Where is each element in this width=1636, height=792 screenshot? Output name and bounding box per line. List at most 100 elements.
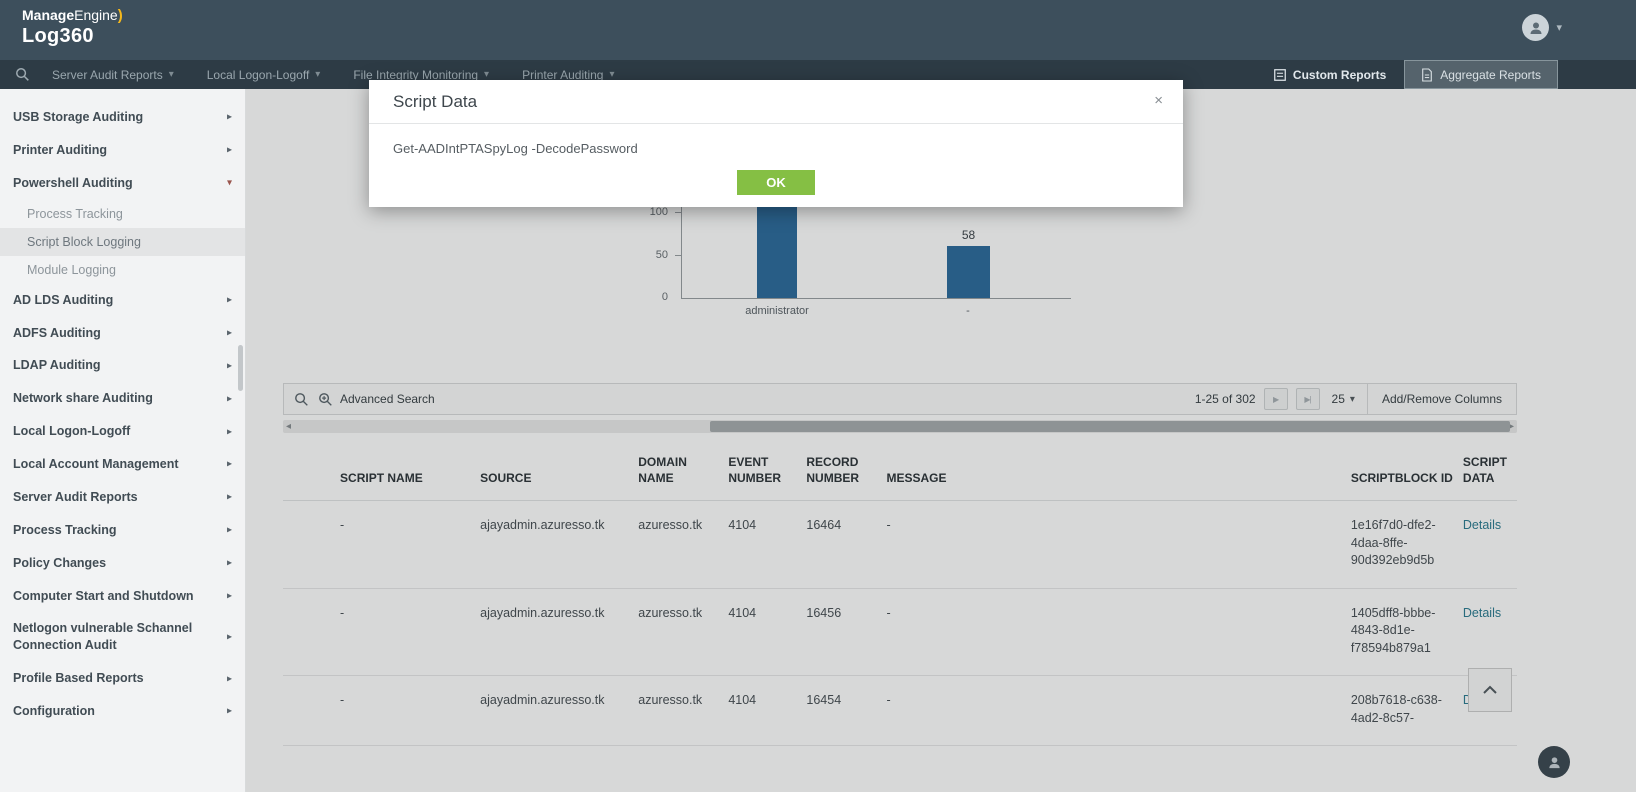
cell-event-number: 4104 [728,675,807,747]
search-icon[interactable] [294,392,309,407]
sidebar-item-label: Server Audit Reports [13,489,138,504]
chevron-right-icon: ▸ [226,294,232,306]
caret-down-icon: ▾ [609,69,615,80]
advanced-search-link[interactable]: Advanced Search [340,392,435,406]
chevron-right-icon: ▸ [226,360,232,372]
column-header-event-number[interactable]: EVENT NUMBER [728,443,807,502]
add-remove-columns-button[interactable]: Add/Remove Columns [1366,384,1516,414]
cell-source: ajayadmin.azuresso.tk [480,675,639,747]
chevron-up-icon [1483,685,1497,694]
table-row: - ajayadmin.azuresso.tk azuresso.tk 4104… [283,675,1517,747]
scroll-left-arrow[interactable]: ◂ [286,421,292,432]
sidebar-item-netlogon-vulnerable-schannel[interactable]: Netlogon vulnerable Schannel Connection … [0,612,245,662]
table-row: - ajayadmin.azuresso.tk azuresso.tk 4104… [283,588,1517,677]
aggregate-reports-button[interactable]: Aggregate Reports [1404,60,1558,89]
chevron-right-icon: ▸ [226,557,232,569]
column-header-record-number[interactable]: RECORD NUMBER [806,443,887,502]
sidebar-subitem-module-logging[interactable]: Module Logging [0,256,245,284]
cell-event-number: 4104 [728,500,807,589]
sidebar-subitem-script-block-logging[interactable]: Script Block Logging [0,227,245,256]
chevron-right-icon: ▸ [226,590,232,602]
cell-record-number: 16456 [806,588,887,677]
sidebar-item-printer-auditing[interactable]: Printer Auditing ▸ [0,134,245,167]
pagination-range: 1-25 of 302 [1194,392,1256,406]
nav-menu-printer-auditing[interactable]: Printer Auditing ▾ [510,60,635,89]
sidebar-item-label: Powershell Auditing [13,175,133,190]
nav-menu-label: Printer Auditing [522,67,604,82]
main-content: 100 50 0 58 administrator - Advanced Sea… [246,89,1636,792]
cell-source: ajayadmin.azuresso.tk [480,500,639,589]
user-menu[interactable]: ▾ [1522,14,1562,41]
app-header: ManageEngine) Log360 ▾ [0,0,1636,60]
sidebar-item-label: Process Tracking [13,522,117,537]
sidebar-item-process-tracking[interactable]: Process Tracking ▸ [0,514,245,547]
cell-message: - [886,500,1351,589]
chart-x-axis [681,298,1071,299]
assistant-icon[interactable] [1538,746,1570,778]
ok-button[interactable]: OK [737,170,815,195]
sidebar-item-label: Local Logon-Logoff [13,424,131,439]
brand-logo: ManageEngine) Log360 [22,7,123,48]
column-header-message[interactable]: MESSAGE [886,443,1351,502]
sidebar-subitem-process-tracking[interactable]: Process Tracking [0,200,245,228]
sidebar-item-usb-storage-auditing[interactable]: USB Storage Auditing ▸ [0,101,245,134]
bar-value-label: 58 [961,228,976,242]
person-icon [1530,22,1542,34]
cell-script-name: - [340,500,481,589]
sidebar-item-label: Configuration [13,704,95,718]
scroll-right-arrow[interactable]: ▸ [1508,421,1514,432]
horizontal-scrollbar[interactable]: ◂ ▸ [283,420,1517,433]
sidebar-item-local-logon-logoff[interactable]: Local Logon-Logoff ▸ [0,415,245,448]
sidebar-item-policy-changes[interactable]: Policy Changes ▸ [0,547,245,580]
nav-menu-server-audit-reports[interactable]: Server Audit Reports ▾ [40,60,195,89]
sidebar-item-label: ADFS Auditing [13,325,101,340]
chevron-right-icon: ▸ [226,672,232,684]
sidebar-item-server-audit-reports[interactable]: Server Audit Reports ▸ [0,481,245,514]
dialog-title: Script Data [393,92,478,111]
close-icon[interactable]: × [1154,92,1163,109]
scroll-to-top-button[interactable] [1468,668,1512,712]
advanced-search-icon[interactable] [318,392,333,407]
column-header-script-data[interactable]: SCRIPT DATA [1462,443,1517,502]
sidebar-scrollbar-thumb[interactable] [238,345,243,391]
caret-down-icon[interactable]: ▾ [1556,22,1562,34]
sidebar-item-label: Netlogon vulnerable Schannel Connection … [13,621,193,653]
brand-manage: Manage [22,7,75,23]
horizontal-scrollbar-thumb[interactable] [710,421,1510,432]
sidebar-item-configuration[interactable]: Configuration ▸ [0,695,245,728]
brand-swoosh-icon: ) [117,7,123,24]
chevron-right-icon: ▸ [226,524,232,536]
page-size-select[interactable]: 25 ▾ [1332,392,1355,406]
next-page-button[interactable]: ▶ [1263,388,1288,410]
custom-reports-button[interactable]: Custom Reports [1255,60,1404,89]
search-icon[interactable] [15,67,30,82]
aggregate-reports-label: Aggregate Reports [1440,67,1541,82]
nav-menu-file-integrity-monitoring[interactable]: File Integrity Monitoring ▾ [341,60,510,89]
sidebar-item-adfs-auditing[interactable]: ADFS Auditing ▸ [0,317,245,350]
sidebar-item-profile-based-reports[interactable]: Profile Based Reports ▸ [0,662,245,695]
y-axis-tick-label: 50 [655,249,668,261]
column-header-script-name[interactable]: SCRIPT NAME [340,443,481,502]
column-header-source[interactable]: SOURCE [480,443,639,502]
sidebar-item-computer-start-and-shutdown[interactable]: Computer Start and Shutdown ▸ [0,580,245,613]
sidebar-item-ad-lds-auditing[interactable]: AD LDS Auditing ▸ [0,284,245,317]
sidebar-item-network-share-auditing[interactable]: Network share Auditing ▸ [0,382,245,415]
sidebar-item-label: AD LDS Auditing [13,292,114,307]
details-link[interactable]: Details [1462,518,1502,533]
sidebar-item-ldap-auditing[interactable]: LDAP Auditing ▸ [0,349,245,382]
column-header-domain-name[interactable]: DOMAIN NAME [638,443,729,502]
brand-manageengine: ManageEngine) [22,7,123,24]
cell-script-name: - [340,675,481,747]
chart-bar-dash[interactable] [947,246,990,298]
details-link[interactable]: Details [1462,605,1502,620]
column-header-scriptblock-id[interactable]: SCRIPTBLOCK ID [1350,443,1463,502]
sidebar: USB Storage Auditing ▸ Printer Auditing … [0,89,246,792]
table-header-row: SCRIPT NAME SOURCE DOMAIN NAME EVENT NUM… [283,443,1517,502]
nav-menu-local-logon-logoff[interactable]: Local Logon-Logoff ▾ [195,60,342,89]
user-avatar[interactable] [1522,14,1550,41]
sidebar-item-local-account-management[interactable]: Local Account Management ▸ [0,448,245,481]
last-page-button[interactable]: ▶| [1295,388,1320,410]
chevron-right-icon: ▸ [226,705,232,717]
sidebar-item-powershell-auditing[interactable]: Powershell Auditing ▾ [0,167,245,200]
sidebar-item-label: Network share Auditing [13,391,153,406]
